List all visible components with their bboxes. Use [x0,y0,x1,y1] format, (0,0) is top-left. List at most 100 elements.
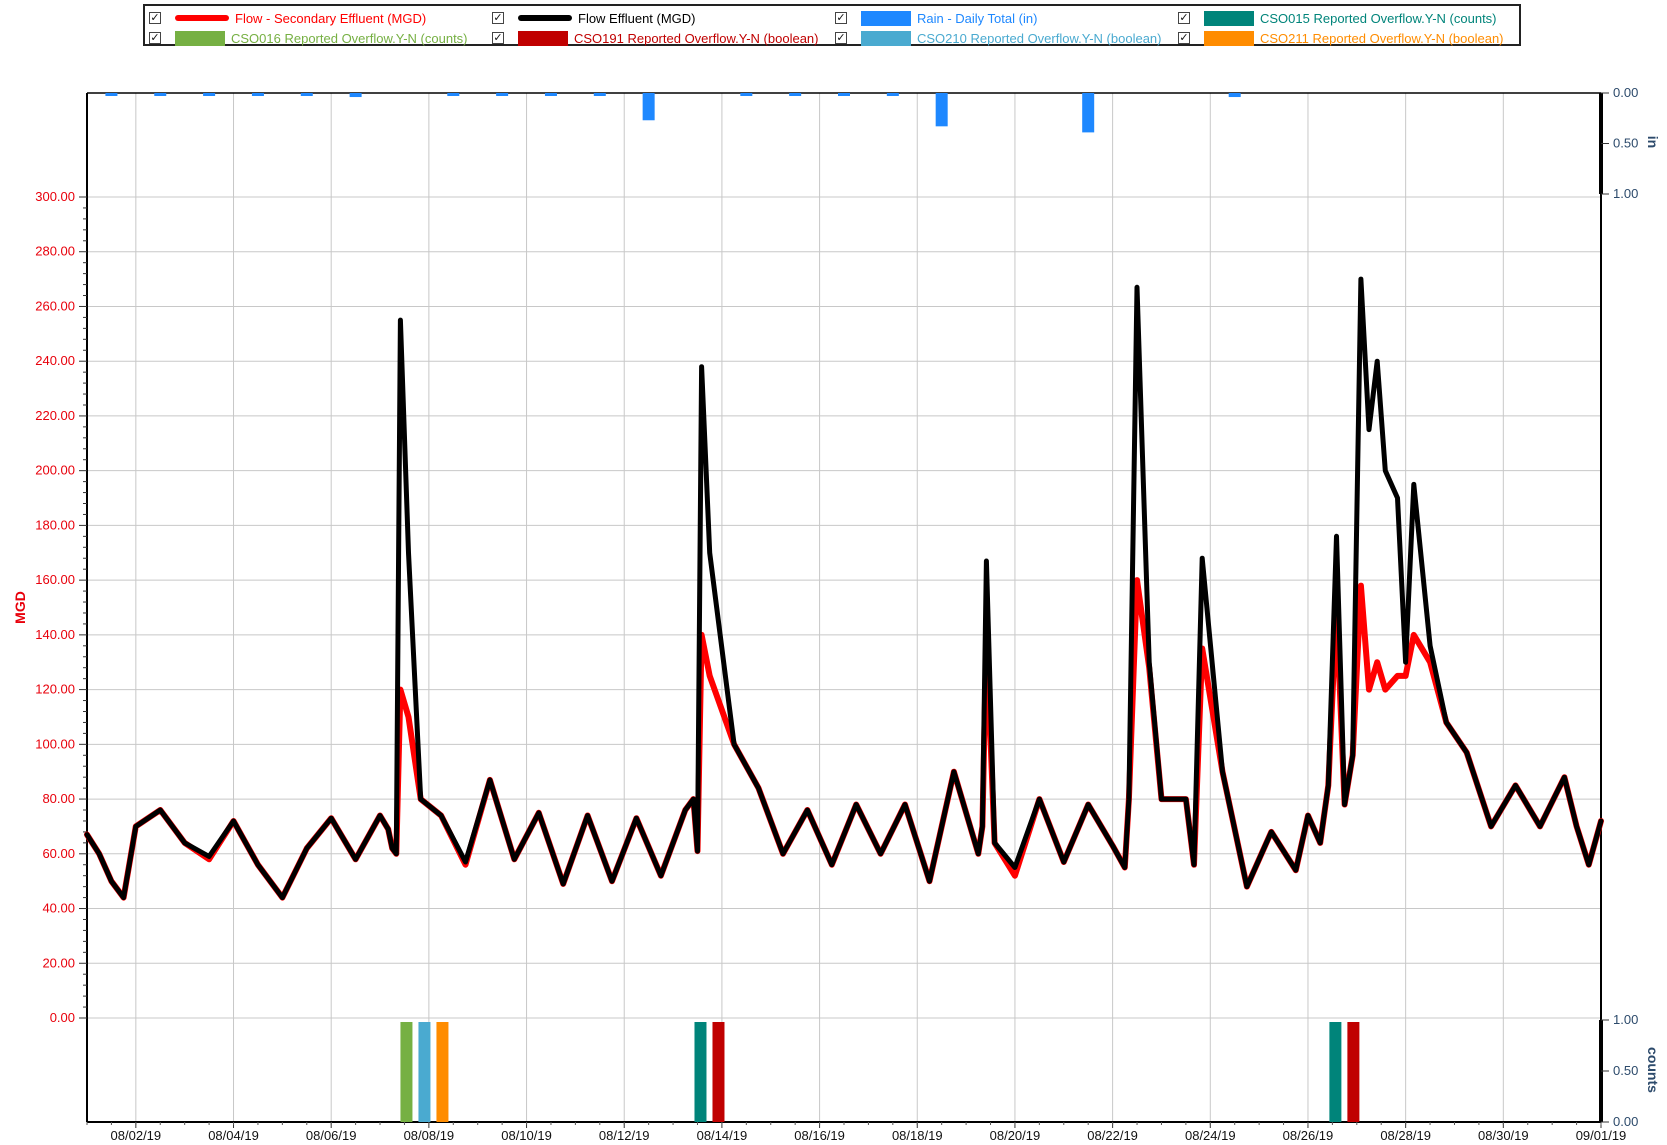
legend-swatch [861,30,911,46]
overflow-bar [694,1022,707,1122]
legend-item[interactable]: ✓ Rain - Daily Total (in) [835,9,1037,27]
y-tick-label: 80.00 [42,791,75,806]
x-tick-label: 08/18/19 [892,1128,943,1143]
overflow-bar [400,1022,413,1122]
x-tick-label: 08/30/19 [1478,1128,1529,1143]
count-axis-title: counts [1645,1047,1661,1093]
legend-label: CSO211 Reported Overflow.Y-N (boolean) [1260,30,1504,46]
rain-axis-label: 0.50 [1613,136,1638,151]
x-tick-label: 08/22/19 [1087,1128,1138,1143]
x-tick-label: 08/28/19 [1380,1128,1431,1143]
rain-axis-label: 0.00 [1613,85,1638,100]
y-tick-label: 140.00 [35,627,75,642]
x-tick-label: 08/20/19 [990,1128,1041,1143]
rain-bar [105,93,118,96]
rain-bar [251,93,264,96]
rain-bar [496,93,509,96]
x-tick-label: 08/10/19 [501,1128,552,1143]
count-axis-label: 1.00 [1613,1012,1638,1027]
overflow-bar [1329,1022,1342,1122]
legend-checkbox[interactable]: ✓ [492,11,504,24]
rain-bar [544,93,557,96]
rain-bar [935,93,948,127]
overflow-bar [418,1022,431,1122]
legend-item[interactable]: ✓ Flow Effluent (MGD) [492,9,696,27]
overflow-bar [1347,1022,1360,1122]
x-tick-label: 08/24/19 [1185,1128,1236,1143]
rain-axis-title: in [1645,136,1661,148]
rain-bar [593,93,606,96]
legend-item[interactable]: ✓ CSO211 Reported Overflow.Y-N (boolean) [1178,29,1504,47]
rain-bar [300,93,313,96]
legend-swatch [518,15,572,21]
y-tick-label: 200.00 [35,463,75,478]
rain-axis-label: 1.00 [1613,186,1638,201]
rain-bar [349,93,362,98]
count-axis-label: 0.50 [1613,1063,1638,1078]
x-tick-label: 08/06/19 [306,1128,357,1143]
count-axis-label: 0.00 [1613,1114,1638,1129]
legend-label: Flow - Secondary Effluent (MGD) [235,10,427,26]
legend-swatch [518,30,568,46]
legend-label: Rain - Daily Total (in) [917,10,1038,26]
y-axis-label: MGD [12,591,28,624]
rain-bar [154,93,167,96]
series-line [84,577,1604,901]
y-tick-label: 40.00 [42,901,75,916]
rain-bar [838,93,850,96]
x-tick-label: 08/04/19 [208,1128,259,1143]
rain-bar [740,93,753,96]
x-tick-label: 09/01/19 [1576,1128,1627,1143]
legend-checkbox[interactable]: ✓ [492,31,504,44]
y-tick-label: 180.00 [35,517,75,532]
legend-item[interactable]: ✓ CSO210 Reported Overflow.Y-N (boolean) [835,29,1161,47]
legend-swatch [175,30,225,46]
legend-swatch [175,15,229,21]
legend-item[interactable]: ✓ CSO015 Reported Overflow.Y-N (counts) [1178,9,1497,27]
legend-item[interactable]: ✓ CSO016 Reported Overflow.Y-N (counts) [149,29,468,47]
rain-bar [886,93,899,96]
y-tick-label: 300.00 [35,189,75,204]
y-tick-label: 120.00 [35,682,75,697]
legend-label: CSO191 Reported Overflow.Y-N (boolean) [574,30,819,46]
x-tick-label: 08/02/19 [111,1128,162,1143]
legend-checkbox[interactable]: ✓ [835,11,847,24]
x-tick-label: 08/14/19 [697,1128,748,1143]
legend-swatch [861,10,911,26]
legend: ✓ Flow - Secondary Effluent (MGD) ✓ Flow Ef… [143,4,1521,46]
rain-bar [1082,93,1095,133]
y-tick-label: 60.00 [42,846,75,861]
legend-item[interactable]: ✓ Flow - Secondary Effluent (MGD) [149,9,426,27]
legend-checkbox[interactable]: ✓ [149,31,161,44]
legend-checkbox[interactable]: ✓ [1178,11,1190,24]
x-tick-label: 08/16/19 [794,1128,845,1143]
overflow-bar [712,1022,725,1122]
rain-bar [1228,93,1241,98]
legend-checkbox[interactable]: ✓ [835,31,847,44]
y-tick-label: 260.00 [35,298,75,313]
x-tick-label: 08/12/19 [599,1128,650,1143]
overflow-bar [436,1022,449,1122]
y-tick-label: 220.00 [35,408,75,423]
y-tick-label: 0.00 [50,1010,75,1025]
legend-label: CSO015 Reported Overflow.Y-N (counts) [1260,10,1497,26]
rain-bar [789,93,802,96]
y-tick-label: 100.00 [35,736,75,751]
legend-label: CSO210 Reported Overflow.Y-N (boolean) [917,30,1162,46]
legend-item[interactable]: ✓ CSO191 Reported Overflow.Y-N (boolean) [492,29,818,47]
legend-checkbox[interactable]: ✓ [1178,31,1190,44]
rain-bar [447,93,460,96]
rain-bar [203,93,216,96]
x-tick-label: 08/26/19 [1283,1128,1334,1143]
legend-label: CSO016 Reported Overflow.Y-N (counts) [231,30,468,46]
rain-bar [642,93,655,121]
series-line [84,276,1604,901]
y-tick-label: 240.00 [35,353,75,368]
y-tick-label: 160.00 [35,572,75,587]
x-tick-label: 08/08/19 [404,1128,455,1143]
y-tick-label: 280.00 [35,244,75,259]
legend-checkbox[interactable]: ✓ [149,11,161,24]
legend-swatch [1204,30,1254,46]
y-tick-label: 20.00 [42,955,75,970]
